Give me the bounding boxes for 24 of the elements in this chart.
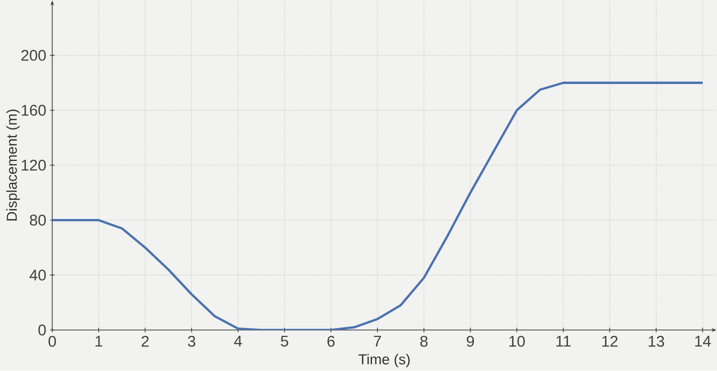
y-tick-label: 0 [38,324,46,336]
x-tick-label: 10 [509,336,525,347]
x-tick-label: 1 [96,336,102,347]
x-tick-label: 4 [234,336,242,347]
x-tick-label: 5 [280,336,288,347]
y-tick-label: 120 [22,160,46,171]
x-tick-label: 6 [327,336,335,347]
x-tick-label: 7 [374,336,381,347]
x-tick-label: 14 [695,336,711,347]
x-tick-label: 12 [602,336,618,347]
x-tick-label: 11 [556,336,571,347]
y-tick-label: 200 [21,50,46,61]
x-tick-label: 3 [188,336,196,347]
x-tick-label: 13 [648,336,664,347]
y-tick-label: 80 [30,214,46,226]
y-tick-label: 40 [30,270,46,281]
x-tick-label: 2 [142,336,149,347]
x-tick-label: 9 [466,336,474,347]
y-axis-title: Displacement (m) [6,110,20,221]
x-tick-label: 0 [48,336,56,347]
x-axis-title: Time (s) [358,354,410,368]
y-tick-label: 160 [22,104,46,116]
x-tick-label: 8 [420,336,428,347]
line-series [52,82,704,330]
